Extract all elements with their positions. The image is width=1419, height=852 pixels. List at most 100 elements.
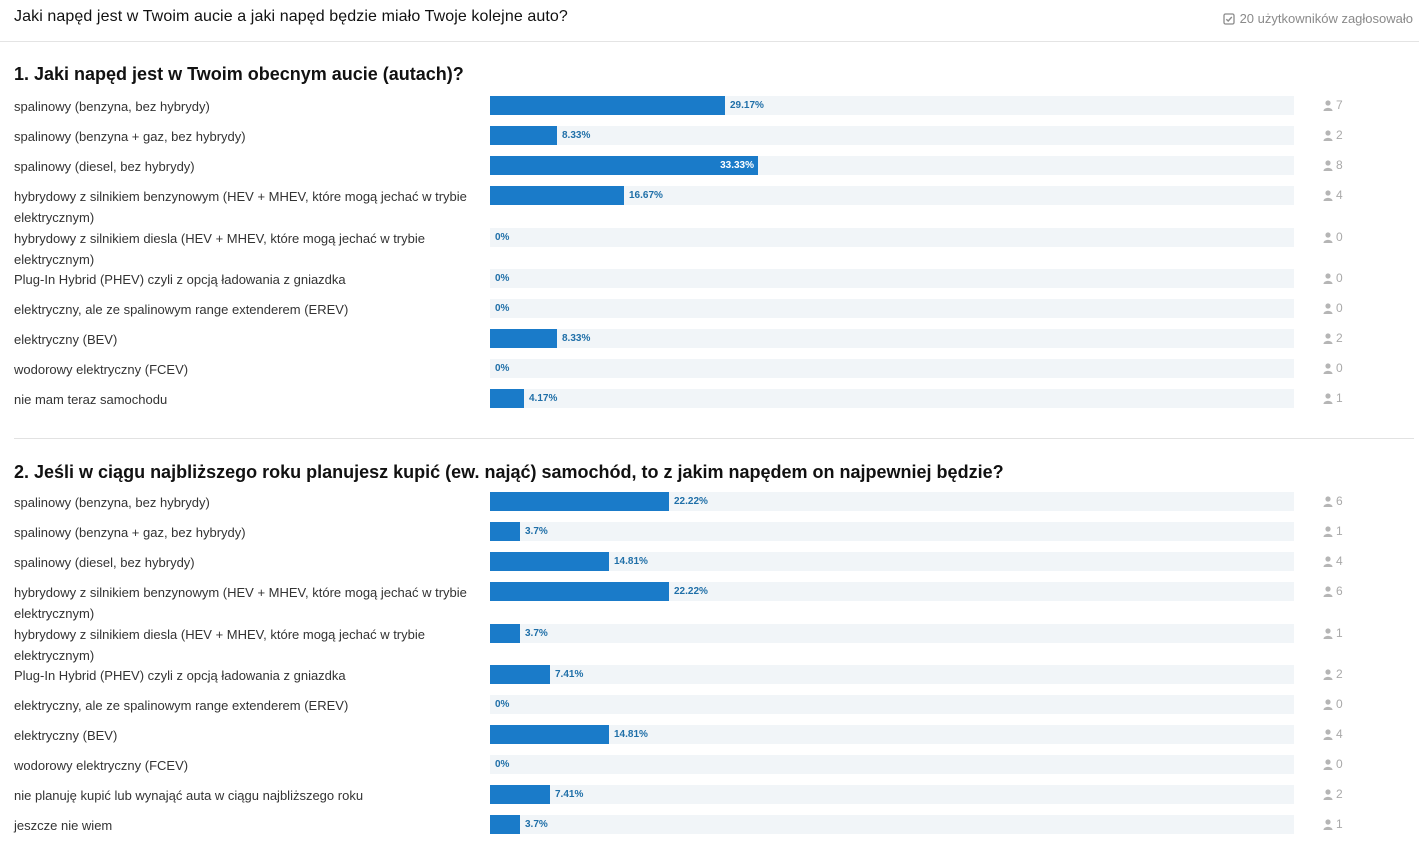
result-bar-fill	[490, 725, 609, 744]
option-label: wodorowy elektryczny (FCEV)	[14, 362, 189, 377]
vote-count: 0	[1323, 695, 1343, 714]
percent-label: 3.7%	[525, 526, 548, 537]
user-icon	[1323, 160, 1333, 171]
result-bar-track: 33.33%	[490, 156, 1294, 175]
result-bar-fill	[490, 492, 669, 511]
percent-label: 14.81%	[614, 729, 648, 740]
vote-count-number: 0	[1336, 271, 1343, 285]
percent-label: 0%	[495, 363, 510, 374]
vote-count-number: 6	[1336, 584, 1343, 598]
user-icon	[1323, 699, 1333, 710]
poll-title: Jaki napęd jest w Twoim aucie a jaki nap…	[14, 8, 568, 25]
user-icon	[1323, 628, 1333, 639]
result-bar-track: 3.7%	[490, 522, 1294, 541]
result-bar-track: 8.33%	[490, 126, 1294, 145]
vote-count-number: 1	[1336, 817, 1343, 831]
percent-label: 8.33%	[562, 130, 591, 141]
option-label: Plug-In Hybrid (PHEV) czyli z opcją łado…	[14, 272, 346, 287]
option-label: Plug-In Hybrid (PHEV) czyli z opcją łado…	[14, 668, 346, 683]
percent-label: 0%	[495, 232, 510, 243]
option-label: spalinowy (benzyna + gaz, bez hybrydy)	[14, 129, 246, 144]
poll-question-2: 2. Jeśli w ciągu najbliższego roku planu…	[14, 460, 1414, 834]
percent-label: 7.41%	[555, 669, 584, 680]
user-icon	[1323, 526, 1333, 537]
user-icon	[1323, 333, 1333, 344]
user-icon	[1323, 759, 1333, 770]
result-bar-track: 7.41%	[490, 665, 1294, 684]
percent-label: 16.67%	[629, 190, 663, 201]
vote-count: 2	[1323, 665, 1343, 684]
vote-count: 8	[1323, 156, 1343, 175]
vote-count-number: 6	[1336, 494, 1343, 508]
user-icon	[1323, 232, 1333, 243]
vote-count-number: 4	[1336, 188, 1343, 202]
result-bar-fill	[490, 552, 609, 571]
vote-count-number: 1	[1336, 391, 1343, 405]
vote-count-number: 0	[1336, 697, 1343, 711]
vote-count-number: 2	[1336, 667, 1343, 681]
vote-count-number: 2	[1336, 128, 1343, 142]
percent-label: 3.7%	[525, 628, 548, 639]
percent-label: 33.33%	[720, 160, 754, 171]
option-label: spalinowy (diesel, bez hybrydy)	[14, 555, 195, 570]
vote-count: 6	[1323, 582, 1343, 601]
vote-count: 1	[1323, 389, 1343, 408]
vote-count: 1	[1323, 522, 1343, 541]
vote-count-number: 4	[1336, 554, 1343, 568]
option-label: spalinowy (benzyna, bez hybrydy)	[14, 495, 210, 510]
option-label: hybrydowy z silnikiem diesla (HEV + MHEV…	[14, 627, 425, 663]
result-bar-fill	[490, 186, 624, 205]
percent-label: 7.41%	[555, 789, 584, 800]
result-bar-track: 0%	[490, 359, 1294, 378]
percent-label: 22.22%	[674, 586, 708, 597]
result-bar-track: 8.33%	[490, 329, 1294, 348]
option-label: spalinowy (diesel, bez hybrydy)	[14, 159, 195, 174]
result-bar-track: 0%	[490, 695, 1294, 714]
option-label: elektryczny, ale ze spalinowym range ext…	[14, 698, 349, 713]
vote-count: 0	[1323, 359, 1343, 378]
percent-label: 4.17%	[529, 393, 558, 404]
user-icon	[1323, 789, 1333, 800]
result-bar-track: 0%	[490, 755, 1294, 774]
vote-count-number: 7	[1336, 98, 1343, 112]
option-label: spalinowy (benzyna + gaz, bez hybrydy)	[14, 525, 246, 540]
user-icon	[1323, 669, 1333, 680]
question-title: 1. Jaki napęd jest w Twoim obecnym aucie…	[14, 64, 464, 84]
vote-count-number: 1	[1336, 524, 1343, 538]
vote-count-number: 0	[1336, 361, 1343, 375]
vote-count: 4	[1323, 552, 1343, 571]
user-icon	[1323, 729, 1333, 740]
poll-header: Jaki napęd jest w Twoim aucie a jaki nap…	[0, 0, 1419, 42]
vote-count-number: 8	[1336, 158, 1343, 172]
user-icon	[1323, 100, 1333, 111]
option-label: nie planuję kupić lub wynająć auta w cią…	[14, 788, 364, 803]
option-label: hybrydowy z silnikiem benzynowym (HEV + …	[14, 189, 467, 225]
poll-question-1: 1. Jaki napęd jest w Twoim obecnym aucie…	[14, 62, 1414, 408]
result-bar-track: 14.81%	[490, 552, 1294, 571]
vote-count: 1	[1323, 624, 1343, 643]
result-bar-fill	[490, 785, 550, 804]
user-icon	[1323, 273, 1333, 284]
option-label: elektryczny (BEV)	[14, 332, 118, 347]
user-icon	[1323, 130, 1333, 141]
vote-count: 0	[1323, 299, 1343, 318]
user-icon	[1323, 556, 1333, 567]
result-bar-track: 22.22%	[490, 492, 1294, 511]
user-icon	[1323, 363, 1333, 374]
result-bar-track: 0%	[490, 269, 1294, 288]
option-label: hybrydowy z silnikiem diesla (HEV + MHEV…	[14, 231, 425, 267]
percent-label: 0%	[495, 273, 510, 284]
result-bar-fill	[490, 665, 550, 684]
vote-count: 0	[1323, 228, 1343, 247]
result-bar-fill	[490, 624, 520, 643]
result-bar-fill	[490, 522, 520, 541]
percent-label: 29.17%	[730, 100, 764, 111]
vote-count: 2	[1323, 126, 1343, 145]
vote-count: 2	[1323, 785, 1343, 804]
percent-label: 0%	[495, 303, 510, 314]
result-bar-track: 0%	[490, 299, 1294, 318]
vote-count-number: 0	[1336, 230, 1343, 244]
user-icon	[1323, 190, 1333, 201]
vote-count: 0	[1323, 755, 1343, 774]
result-bar-track: 3.7%	[490, 624, 1294, 643]
